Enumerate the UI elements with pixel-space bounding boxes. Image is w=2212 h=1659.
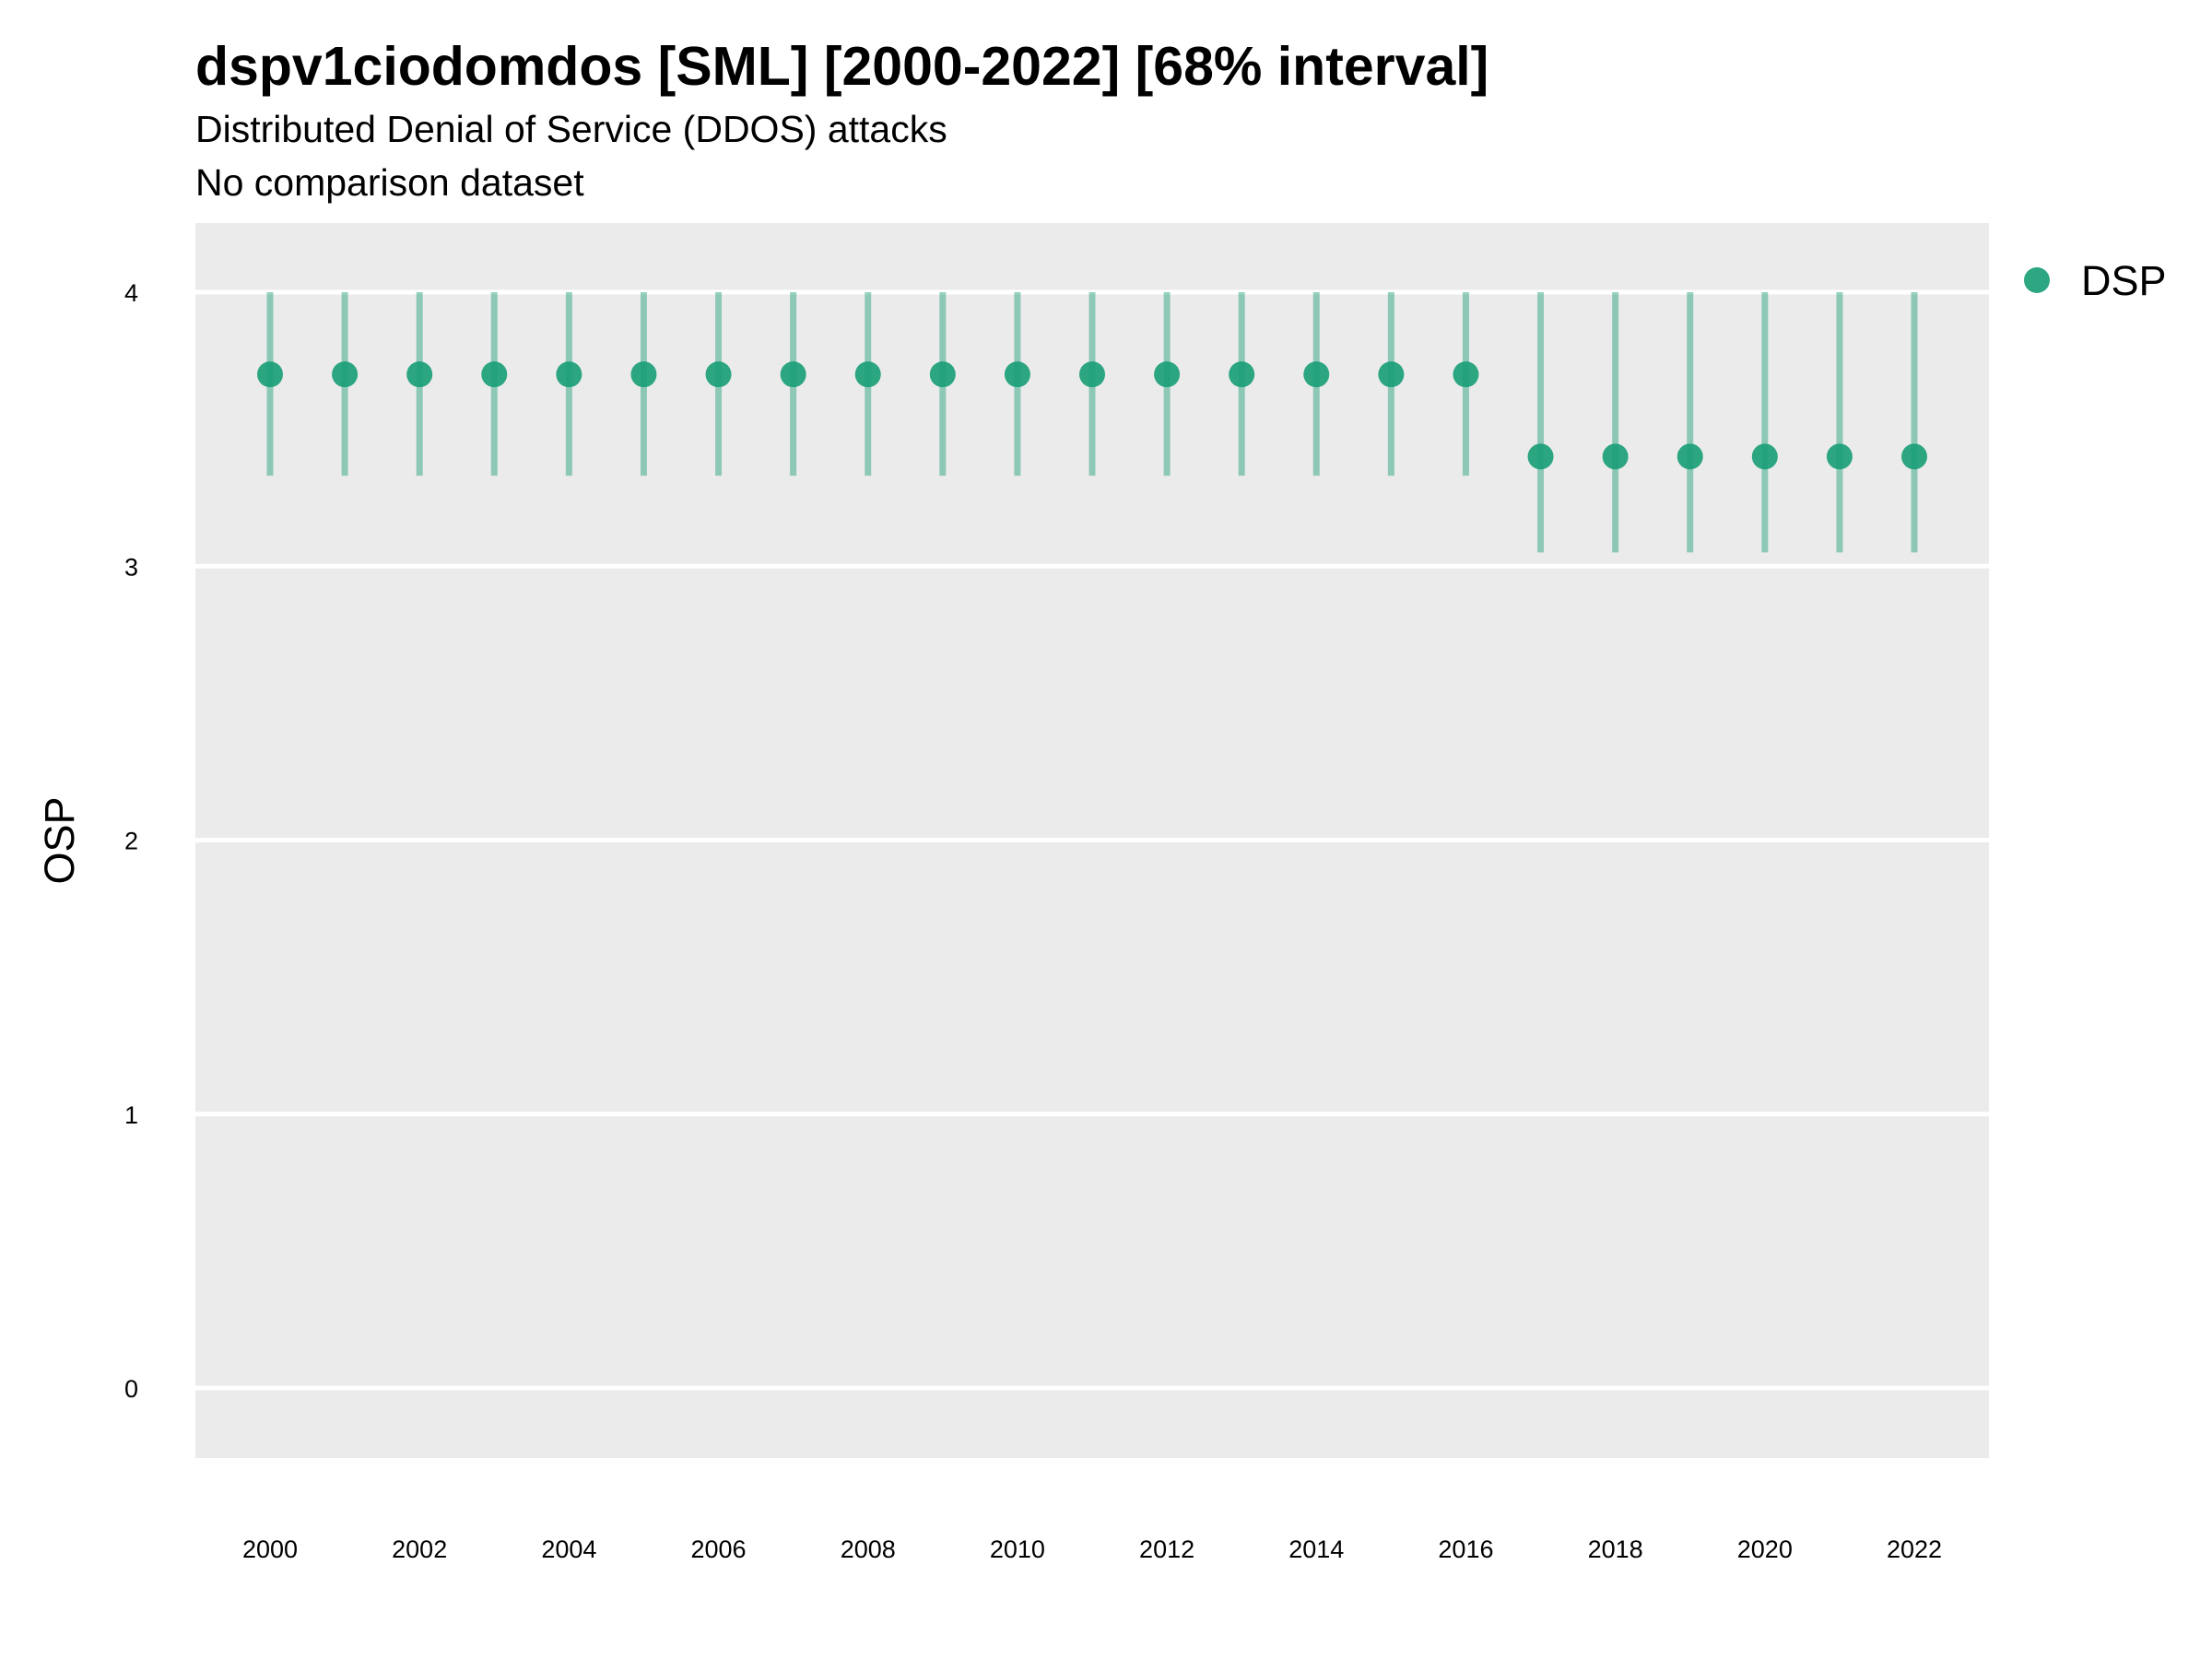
data-point-2020 <box>1751 443 1778 470</box>
chart-caption: No comparison dataset <box>195 161 584 204</box>
x-tick-label-2022: 2022 <box>1887 1535 1942 1563</box>
data-point-2015 <box>1378 361 1405 388</box>
data-point-2012 <box>1154 361 1181 388</box>
data-point-2022 <box>1901 443 1927 470</box>
data-point-2006 <box>705 361 732 388</box>
chart-subtitle: Distributed Denial of Service (DDOS) att… <box>195 108 947 150</box>
y-axis-title: OSP <box>36 796 83 884</box>
data-point-2003 <box>481 361 508 388</box>
x-tick-label-2020: 2020 <box>1737 1535 1793 1563</box>
grid-lines <box>195 289 1989 1391</box>
x-tick-label-2002: 2002 <box>392 1535 447 1563</box>
data-point-2014 <box>1303 361 1330 388</box>
y-tick-label-2: 2 <box>124 828 138 855</box>
data-point-2004 <box>556 361 582 388</box>
x-tick-label-2010: 2010 <box>990 1535 1045 1563</box>
data-point-2010 <box>1004 361 1030 388</box>
data-point-2001 <box>332 361 359 388</box>
legend-key-dsp <box>2024 267 2050 293</box>
chart-title: dspv1ciodomdos [SML] [2000-2022] [68% in… <box>195 36 1489 97</box>
y-tick-label-3: 3 <box>124 553 138 581</box>
legend: DSP <box>2024 257 2167 304</box>
data-point-2000 <box>257 361 283 388</box>
x-tick-label-2000: 2000 <box>242 1535 298 1563</box>
y-axis-ticks: 0 1 2 3 4 <box>124 279 138 1403</box>
legend-label-dsp: DSP <box>2081 257 2167 304</box>
x-tick-label-2008: 2008 <box>841 1535 896 1563</box>
x-tick-label-2012: 2012 <box>1139 1535 1194 1563</box>
x-tick-label-2018: 2018 <box>1588 1535 1643 1563</box>
y-tick-label-0: 0 <box>124 1375 138 1403</box>
data-point-2018 <box>1602 443 1629 470</box>
x-tick-label-2006: 2006 <box>691 1535 747 1563</box>
y-tick-label-1: 1 <box>124 1101 138 1129</box>
data-point-2005 <box>630 361 657 388</box>
x-tick-label-2016: 2016 <box>1438 1535 1493 1563</box>
data-point-2021 <box>1826 443 1853 470</box>
data-point-2017 <box>1527 443 1554 470</box>
data-point-2009 <box>929 361 956 388</box>
data-points <box>257 361 1927 470</box>
data-point-2002 <box>406 361 433 388</box>
data-point-2016 <box>1453 361 1479 388</box>
data-point-2011 <box>1079 361 1105 388</box>
data-point-2008 <box>854 361 881 388</box>
x-tick-label-2014: 2014 <box>1288 1535 1344 1563</box>
x-axis-ticks: 2000 2002 2004 2006 2008 2010 2012 2014 2016 2018… <box>242 1535 1942 1563</box>
x-tick-label-2004: 2004 <box>541 1535 596 1563</box>
y-tick-label-4: 4 <box>124 279 138 307</box>
data-point-2019 <box>1677 443 1703 470</box>
data-point-2007 <box>780 361 806 388</box>
data-point-2013 <box>1229 361 1255 388</box>
